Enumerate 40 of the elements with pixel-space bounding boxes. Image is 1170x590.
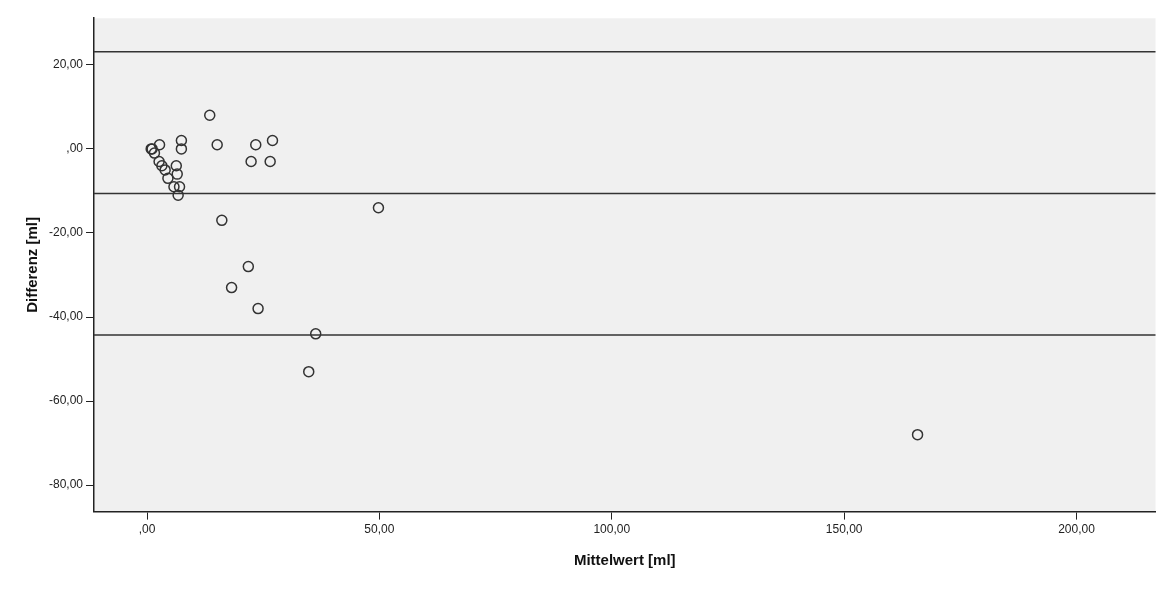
point [153, 138, 166, 151]
point [216, 214, 228, 227]
point [148, 147, 161, 159]
point [204, 109, 216, 122]
point [250, 138, 262, 151]
y-tick-label: -40,00 [48, 309, 84, 324]
point [175, 134, 188, 147]
point [264, 155, 276, 168]
point [242, 260, 255, 273]
y-tick-label: -80,00 [48, 477, 84, 492]
x-tick-label: 100,00 [593, 522, 631, 537]
x-tick-label: 150,00 [825, 522, 863, 537]
point [168, 180, 180, 193]
point [309, 328, 322, 340]
y-tick-label: ,00 [66, 141, 84, 156]
y-tick-label: -20,00 [48, 225, 84, 240]
point [162, 172, 174, 185]
y-tick-label: -60,00 [48, 393, 84, 408]
x-tick-label: 50,00 [364, 522, 395, 537]
point [372, 201, 385, 214]
point [175, 143, 188, 155]
point [252, 302, 264, 315]
point [171, 168, 183, 180]
point [170, 159, 183, 172]
point [225, 281, 238, 294]
point [211, 138, 223, 151]
point [159, 164, 171, 176]
point [172, 189, 184, 201]
point [173, 180, 186, 193]
point [911, 428, 924, 441]
point [156, 159, 168, 172]
y-tick-label: 20,00 [52, 57, 84, 72]
y-axis-title: Differenz [ml] [23, 216, 41, 313]
x-tick-label: 200,00 [1058, 522, 1096, 537]
point [153, 155, 165, 168]
x-axis-title: Mittelwert [ml] [573, 551, 676, 569]
point [266, 134, 279, 147]
point [245, 155, 257, 168]
point [302, 365, 315, 378]
x-tick-label: ,00 [138, 522, 156, 537]
